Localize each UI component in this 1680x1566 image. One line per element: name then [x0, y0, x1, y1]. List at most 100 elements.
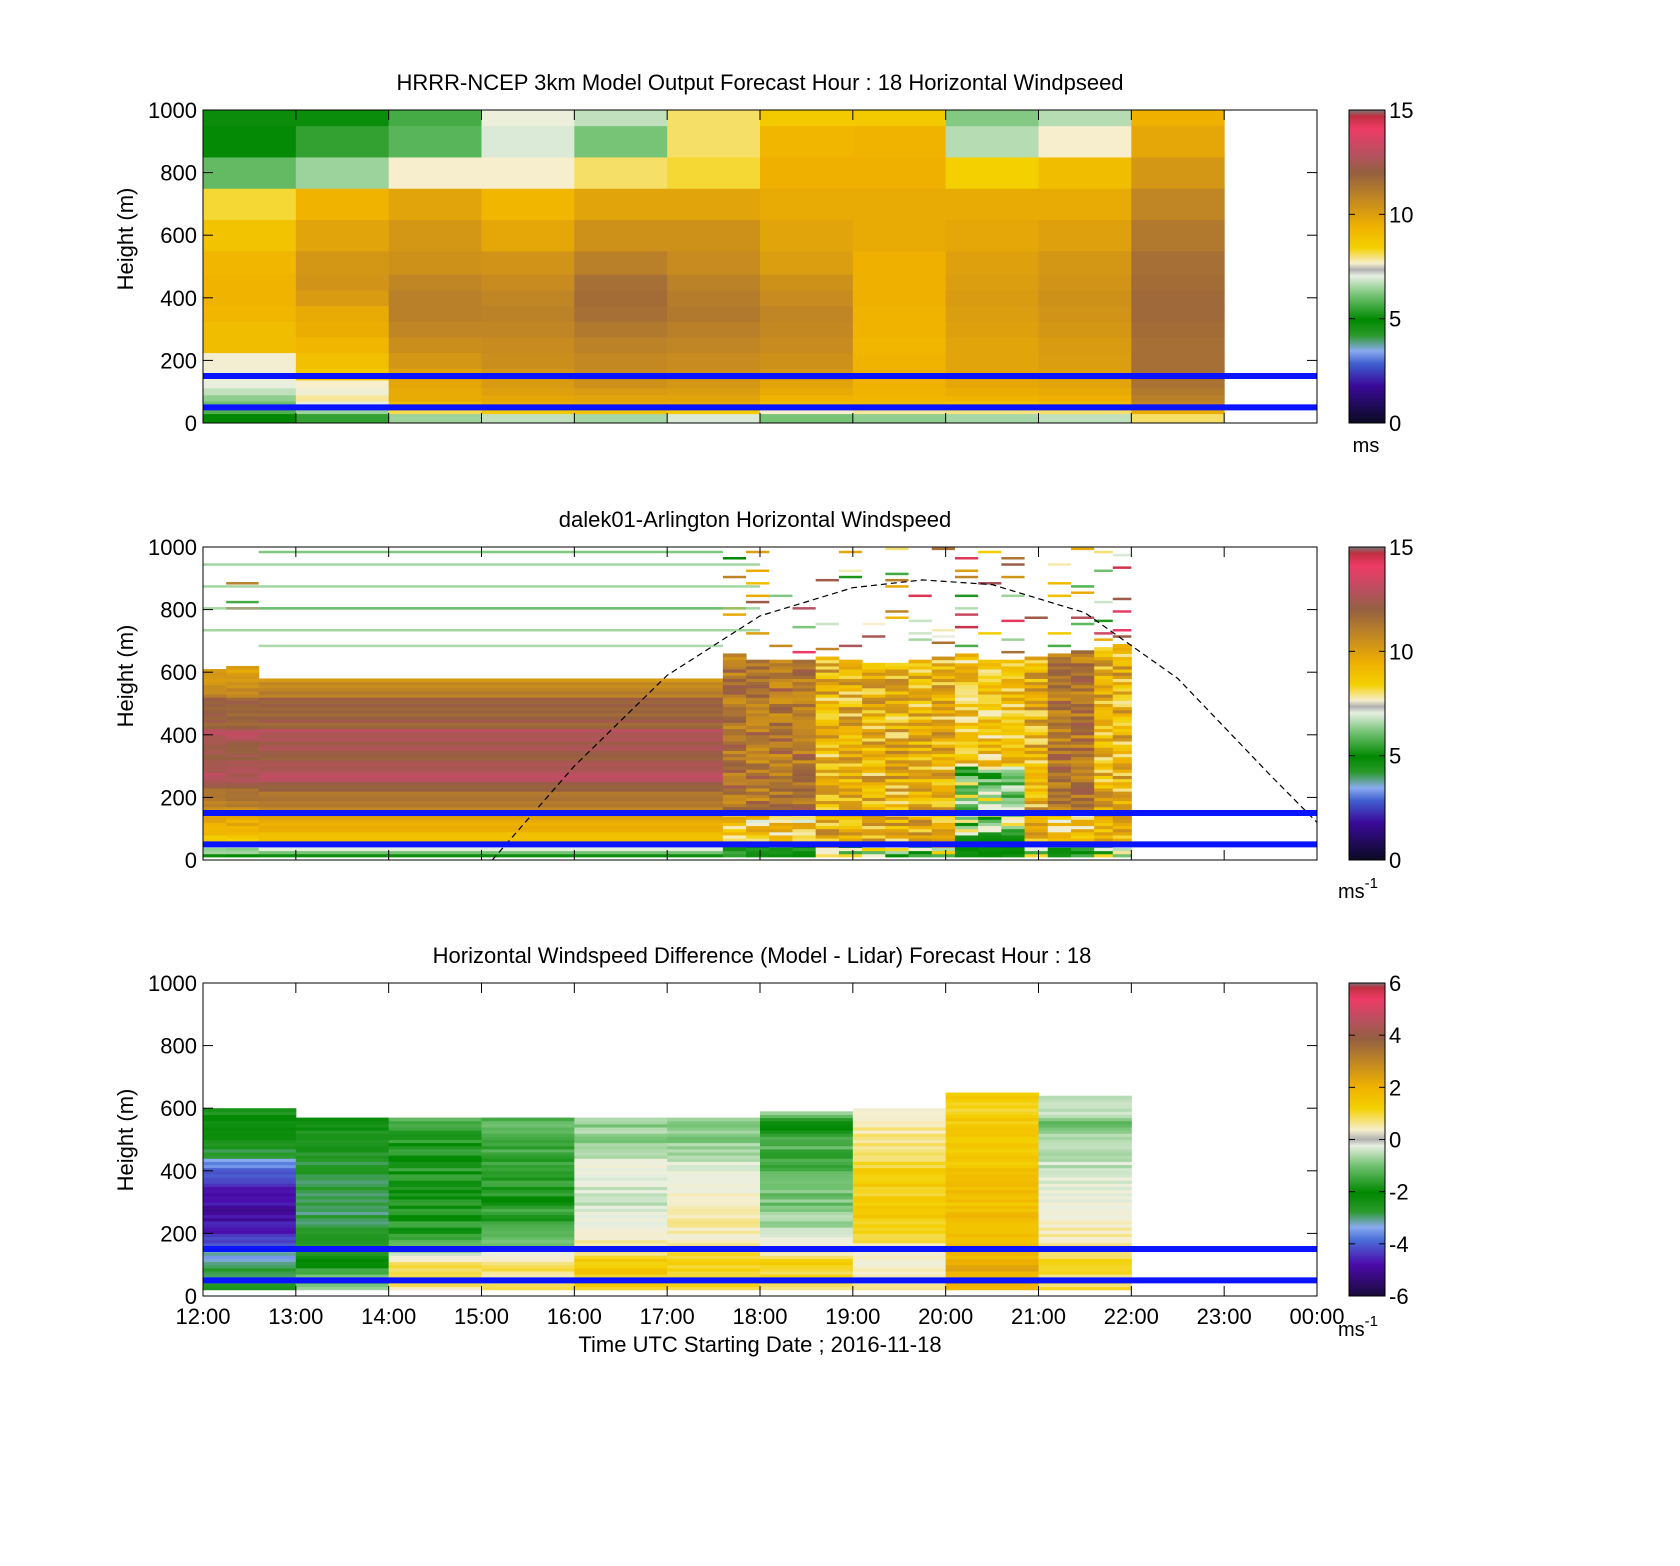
- lidar-cell: [838, 781, 863, 786]
- lidar-cell: [1024, 791, 1049, 795]
- lidar-cell: [954, 734, 979, 739]
- lidar-upper-return: [954, 575, 979, 579]
- lidar-cell: [792, 828, 817, 833]
- lidar-cell: [1112, 656, 1132, 661]
- model-cell: [760, 250, 854, 275]
- lidar-upper-return: [1024, 616, 1048, 619]
- lidar-cell: [203, 784, 227, 789]
- lidar-upper-return: [1047, 594, 1071, 598]
- difference-cell: [667, 1274, 761, 1278]
- lidar-cell: [885, 728, 910, 733]
- difference-cell: [574, 1195, 668, 1200]
- lidar-cell: [954, 703, 979, 708]
- lidar-cell: [954, 750, 979, 755]
- lidar-cell: [1024, 744, 1049, 748]
- lidar-cell: [1001, 722, 1026, 726]
- lidar-cell: [722, 847, 747, 852]
- lidar-cell: [978, 838, 1002, 842]
- lidar-cell: [792, 831, 817, 836]
- lidar-cell: [203, 794, 227, 798]
- difference-cell: [481, 1177, 575, 1181]
- lidar-cell: [258, 756, 724, 761]
- lidar-cell: [1070, 697, 1095, 701]
- model-cell: [1038, 219, 1132, 252]
- lidar-cell: [1112, 828, 1132, 833]
- lidar-cell: [931, 778, 956, 783]
- lidar-cell: [954, 719, 979, 723]
- colorbar-tick-label: 0: [1389, 848, 1401, 873]
- difference-cell: [481, 1286, 575, 1291]
- model-cell: [852, 379, 947, 389]
- difference-cell: [295, 1242, 390, 1247]
- model-cell: [852, 321, 947, 338]
- lidar-cell: [1094, 647, 1114, 651]
- lidar-cell: [1001, 759, 1026, 764]
- lidar-cell: [885, 788, 910, 792]
- lidar-cell: [226, 775, 260, 780]
- difference-cell: [574, 1242, 668, 1247]
- lidar-cell: [954, 747, 979, 751]
- lidar-cell: [792, 662, 817, 667]
- lidar-cell: [1001, 706, 1026, 711]
- difference-cell: [1038, 1158, 1132, 1162]
- lidar-cell: [1070, 791, 1095, 795]
- lidar-cell: [226, 834, 260, 839]
- lidar-cell: [978, 744, 1002, 748]
- model-cell: [388, 305, 482, 322]
- lidar-colorbar-unit-exponent: -1: [1365, 875, 1378, 892]
- model-cell: [760, 394, 854, 402]
- lidar-cell: [258, 803, 724, 808]
- difference-cell: [574, 1164, 668, 1169]
- difference-cell: [1038, 1111, 1132, 1115]
- lidar-cell: [769, 675, 793, 679]
- lidar-cell: [885, 669, 910, 673]
- model-cell: [760, 352, 854, 369]
- lidar-cell: [1047, 722, 1072, 726]
- difference-cell: [574, 1227, 668, 1231]
- model-cell: [852, 125, 947, 158]
- lidar-cell: [1047, 675, 1072, 679]
- lidar-cell: [978, 791, 1002, 795]
- lidar-colorbar-unit-base: ms: [1338, 881, 1365, 903]
- lidar-cell: [1070, 778, 1095, 783]
- lidar-cell: [931, 697, 956, 701]
- difference-cell: [203, 1111, 297, 1115]
- model-cell: [945, 219, 1039, 252]
- lidar-cell: [931, 662, 956, 667]
- lidar-cell: [1001, 822, 1026, 827]
- lidar-upper-return: [722, 557, 747, 560]
- lidar-cell: [746, 700, 770, 704]
- lidar-cell: [908, 734, 933, 739]
- lidar-cell: [908, 828, 933, 833]
- lidar-cell: [792, 722, 817, 726]
- lidar-cell: [769, 753, 793, 758]
- lidar-cell: [1024, 794, 1049, 798]
- lidar-cell: [1070, 806, 1095, 811]
- lidar-cell: [722, 750, 747, 755]
- lidar-cell: [1047, 725, 1072, 730]
- lidar-cell: [1070, 687, 1095, 692]
- difference-cell: [945, 1130, 1039, 1134]
- lidar-cell: [746, 753, 770, 758]
- lidar-cell: [908, 797, 933, 802]
- lidar-cell: [815, 747, 840, 751]
- difference-cell: [852, 1233, 947, 1238]
- difference-cell: [388, 1286, 482, 1291]
- lidar-upper-streak: [203, 629, 760, 632]
- model-cell: [760, 219, 854, 252]
- lidar-upper-return: [815, 647, 839, 651]
- lidar-cell: [978, 669, 1002, 673]
- lidar-cell: [226, 800, 260, 805]
- lidar-cell: [908, 816, 933, 820]
- lidar-cell: [815, 831, 840, 836]
- lidar-cell: [746, 853, 770, 858]
- lidar-cell: [908, 706, 933, 711]
- lidar-cell: [1001, 728, 1026, 733]
- difference-cell: [574, 1220, 668, 1225]
- model-cell: [760, 407, 854, 415]
- difference-cell: [481, 1173, 575, 1178]
- lidar-cell: [931, 734, 956, 739]
- lidar-cell: [226, 788, 260, 792]
- lidar-cell: [931, 769, 956, 773]
- difference-cell: [481, 1217, 575, 1222]
